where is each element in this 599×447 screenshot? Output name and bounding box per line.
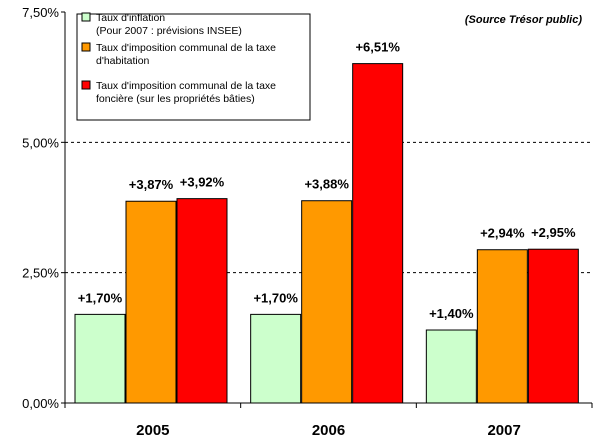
data-label-series1-2006: +1,70%	[253, 290, 298, 305]
legend-line: Taux d'imposition communal de la taxe	[96, 42, 276, 54]
legend-line: (Pour 2007 : prévisions INSEE)	[96, 25, 242, 37]
bar-series2-2007	[476, 249, 528, 404]
bar-series1-2007	[425, 329, 477, 404]
bar-series1-2005	[74, 313, 126, 404]
legend-box	[76, 13, 311, 121]
legend-entry-series3: Taux d'imposition communal de la taxe fon…	[96, 80, 276, 105]
data-label-series2-2007: +2,94%	[480, 226, 525, 241]
bar-series3-2005	[176, 198, 228, 404]
data-label-series1-2007: +1,40%	[429, 306, 474, 321]
y-tick-label: 2,50%	[22, 266, 59, 281]
legend-entry-series2: Taux d'imposition communal de la taxe d'h…	[96, 42, 276, 67]
data-label-series2-2006: +3,88%	[304, 177, 349, 192]
x-category-label: 2005	[136, 422, 169, 439]
legend-line: d'habitation	[96, 55, 150, 67]
legend-swatch-series1	[81, 12, 91, 22]
data-label-series1-2005: +1,70%	[78, 290, 123, 305]
data-label-series3-2005: +3,92%	[180, 175, 225, 190]
legend-line: Taux d'imposition communal de la taxe	[96, 80, 276, 92]
bar-series2-2005	[125, 200, 177, 404]
bar-series1-2006	[250, 313, 302, 404]
source-note: (Source Trésor public)	[465, 14, 582, 26]
legend-entry-series1: Taux d'inflation (Pour 2007 : prévisions …	[96, 12, 242, 37]
data-label-series3-2007: +2,95%	[531, 225, 576, 240]
axes: 0,00% 2,50% 5,00% 7,50% 2005 2006 2007	[22, 5, 593, 439]
bar-series3-2006	[352, 63, 404, 404]
legend: Taux d'inflation (Pour 2007 : prévisions …	[76, 12, 311, 121]
bars	[74, 63, 579, 404]
bar-series3-2007	[527, 248, 579, 404]
legend-swatch-series2	[81, 42, 91, 52]
x-category-label: 2006	[312, 422, 345, 439]
y-tick-label: 7,50%	[22, 5, 59, 20]
bar-series2-2006	[301, 200, 353, 404]
data-labels: +1,70% +1,70% +1,40% +3,87% +3,88% +2,94% +3,9…	[78, 40, 576, 321]
y-tick-label: 5,00%	[22, 135, 59, 150]
legend-line: Taux d'inflation	[96, 12, 165, 24]
y-tick-label: 0,00%	[22, 396, 59, 411]
data-label-series2-2005: +3,87%	[129, 177, 174, 192]
data-label-series3-2006: +6,51%	[355, 40, 400, 55]
legend-swatch-series3	[81, 80, 91, 90]
x-category-label: 2007	[487, 422, 520, 439]
legend-line: foncière (sur les propriétés bâties)	[96, 93, 255, 105]
